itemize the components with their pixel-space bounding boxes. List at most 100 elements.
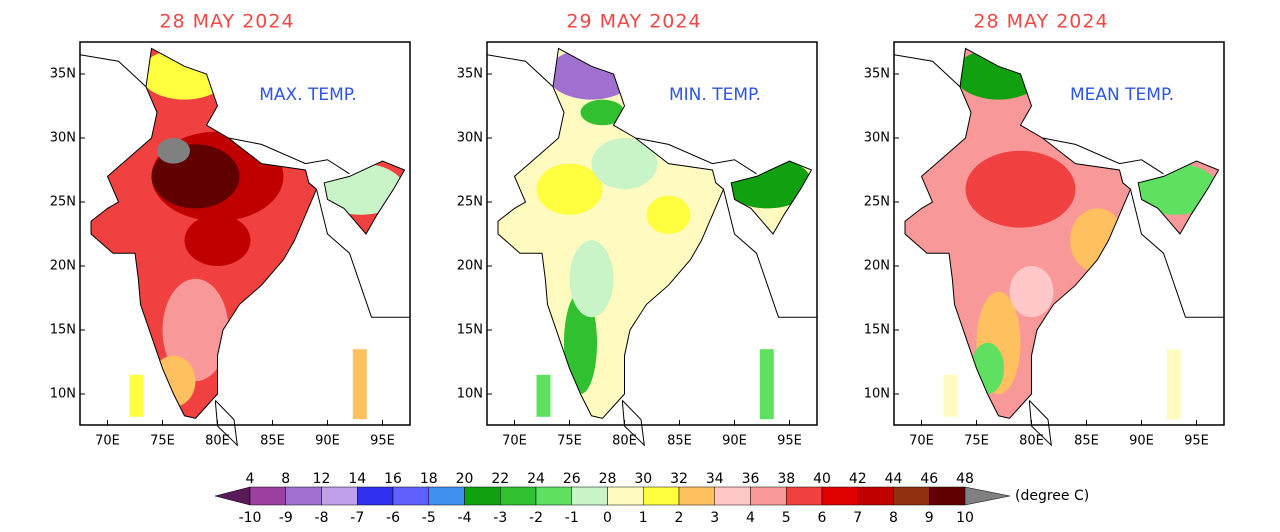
colorbar-box bbox=[929, 486, 966, 506]
border bbox=[893, 54, 961, 88]
lon-tick-label: 95E bbox=[1184, 434, 1209, 449]
colorbar-top-label: 28 bbox=[599, 471, 617, 487]
border bbox=[228, 137, 350, 175]
colorbar-box bbox=[571, 486, 608, 506]
colorbar-top-label: 14 bbox=[348, 471, 366, 487]
lon-tick-label: 75E bbox=[150, 434, 175, 449]
ne-outline bbox=[1137, 160, 1220, 235]
colorbar-box bbox=[500, 486, 537, 506]
coast bbox=[621, 400, 645, 447]
panel-label: MAX. TEMP. bbox=[259, 85, 357, 105]
colorbar-top-label: 42 bbox=[849, 471, 867, 487]
colorbar-top-label: 8 bbox=[281, 471, 290, 487]
island-strip bbox=[1166, 349, 1181, 420]
frame bbox=[79, 41, 411, 426]
lat-tick-label: 25N bbox=[50, 195, 76, 210]
lat-tick-label: 30N bbox=[457, 131, 483, 146]
colorbar-top-label: 32 bbox=[670, 471, 688, 487]
lon-tick-label: 70E bbox=[95, 434, 120, 449]
colorbar-top-label: 12 bbox=[313, 471, 331, 487]
ne-outline bbox=[730, 160, 813, 235]
coast bbox=[1130, 189, 1224, 318]
lat-tick-label: 35N bbox=[50, 67, 76, 82]
lon-tick-label: 70E bbox=[909, 434, 934, 449]
map-panel: 28 MAY 2024 MEAN TEMP. 35N 30N 25N 20N 15N 10N 7… bbox=[864, 11, 1225, 449]
colorbar-top-label: 44 bbox=[885, 471, 903, 487]
colorbar-box bbox=[285, 486, 322, 506]
india-outline bbox=[497, 47, 725, 419]
lat-tick-label: 15N bbox=[457, 323, 483, 338]
field-patch bbox=[646, 195, 691, 234]
colorbar-bottom-label: 8 bbox=[889, 510, 898, 526]
lat-tick-label: 10N bbox=[457, 387, 483, 402]
colorbar-top-label: 18 bbox=[420, 471, 438, 487]
colorbar-top-label: 30 bbox=[634, 471, 652, 487]
colorbar-unit: (degree C) bbox=[1015, 488, 1089, 504]
lat-tick-label: 25N bbox=[864, 195, 890, 210]
island-strip bbox=[759, 349, 774, 420]
field-patch bbox=[151, 355, 196, 407]
coast bbox=[723, 189, 817, 318]
border bbox=[1042, 137, 1164, 175]
colorbar-box bbox=[392, 486, 429, 506]
colorbar-box bbox=[357, 486, 394, 506]
colorbar-top-label: 40 bbox=[813, 471, 831, 487]
colorbar-box bbox=[893, 486, 930, 506]
lon-tick-label: 90E bbox=[315, 434, 340, 449]
colorbar-top-label: 46 bbox=[920, 471, 938, 487]
colorbar-top-label: 38 bbox=[777, 471, 795, 487]
colorbar-box bbox=[607, 486, 644, 506]
lon-tick-label: 95E bbox=[777, 434, 802, 449]
field-patch bbox=[580, 99, 625, 126]
lon-tick-label: 85E bbox=[667, 434, 692, 449]
colorbar-bottom-label: 9 bbox=[925, 510, 934, 526]
island-strip bbox=[943, 374, 958, 417]
lat-tick-label: 15N bbox=[864, 323, 890, 338]
border bbox=[79, 54, 147, 88]
colorbar-bottom-label: 2 bbox=[675, 510, 684, 526]
field-patch bbox=[157, 138, 190, 164]
field-patch bbox=[536, 163, 603, 215]
colorbar-end bbox=[964, 486, 1011, 506]
lat-tick-label: 15N bbox=[50, 323, 76, 338]
colorbar-top-label: 24 bbox=[527, 471, 545, 487]
colorbar-box bbox=[464, 486, 501, 506]
lat-tick-label: 35N bbox=[457, 67, 483, 82]
colorbar-top-label: 22 bbox=[491, 471, 509, 487]
colorbar-top-label: 4 bbox=[246, 471, 255, 487]
colorbar-bottom-label: -10 bbox=[239, 510, 262, 526]
india-outline bbox=[90, 47, 318, 419]
colorbar-box bbox=[678, 486, 715, 506]
field-patch bbox=[971, 342, 1004, 394]
colorbar-top-label: 20 bbox=[456, 471, 474, 487]
colorbar-box bbox=[714, 486, 751, 506]
colorbar-top-label: 16 bbox=[384, 471, 402, 487]
lon-tick-label: 80E bbox=[205, 434, 230, 449]
panel-date: 28 MAY 2024 bbox=[159, 11, 294, 33]
map-panel: 28 MAY 2024 MAX. TEMP. 35N 30N 25N 20N 15N 10N 7… bbox=[50, 11, 411, 449]
field-patch bbox=[1009, 266, 1054, 318]
colorbar-bottom-label: 0 bbox=[603, 510, 612, 526]
lon-tick-label: 75E bbox=[557, 434, 582, 449]
panel-date: 29 MAY 2024 bbox=[566, 11, 701, 33]
colorbar-bottom-label: -8 bbox=[315, 510, 329, 526]
map-panel: 29 MAY 2024 MIN. TEMP. 35N 30N 25N 20N 15N 10N 7… bbox=[457, 11, 818, 449]
field-patch bbox=[564, 291, 597, 394]
colorbar-top-label: 34 bbox=[706, 471, 724, 487]
lat-tick-label: 35N bbox=[864, 67, 890, 82]
colorbar-bottom-label: -3 bbox=[493, 510, 507, 526]
panel-label: MEAN TEMP. bbox=[1070, 85, 1174, 105]
lon-tick-label: 80E bbox=[1019, 434, 1044, 449]
colorbar-box bbox=[750, 486, 787, 506]
lon-tick-label: 95E bbox=[370, 434, 395, 449]
colorbar-bottom-label: -9 bbox=[279, 510, 293, 526]
field-patch bbox=[1070, 208, 1125, 273]
lat-tick-label: 10N bbox=[864, 387, 890, 402]
lon-tick-label: 90E bbox=[722, 434, 747, 449]
colorbar-box bbox=[321, 486, 358, 506]
field-patch bbox=[954, 48, 1043, 100]
panel-date: 28 MAY 2024 bbox=[973, 11, 1108, 33]
panel-label: MIN. TEMP. bbox=[669, 85, 761, 105]
colorbar-bottom-label: -5 bbox=[422, 510, 436, 526]
